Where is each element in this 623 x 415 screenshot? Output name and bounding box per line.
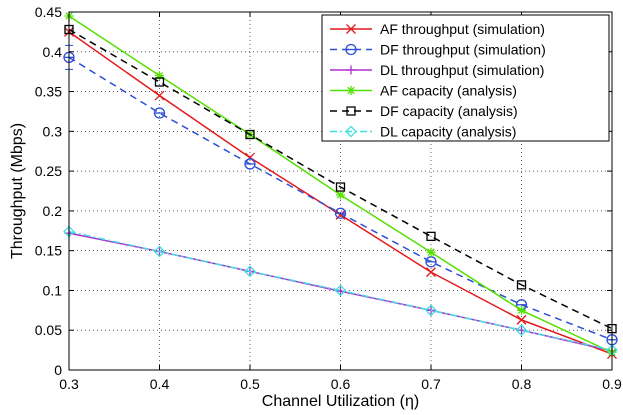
- data-point: [345, 43, 357, 56]
- diamond-marker: [153, 245, 166, 258]
- square-marker: [426, 231, 436, 241]
- y-tick-label: 0.2: [43, 203, 63, 219]
- asterisk-marker: [426, 247, 436, 257]
- square-marker: [335, 182, 346, 192]
- square-marker: [154, 77, 165, 87]
- data-point: [245, 129, 255, 140]
- legend-entry: DF throughput (simulation): [330, 42, 546, 58]
- y-tick-label: 0.45: [35, 4, 62, 20]
- x-marker: [426, 267, 436, 278]
- asterisk-marker: [336, 190, 345, 200]
- data-point: [426, 231, 436, 241]
- legend-entry: DL throughput (simulation): [330, 62, 544, 78]
- data-point: [155, 71, 164, 81]
- y-tick-label: 0.05: [35, 322, 62, 338]
- data-point: [334, 284, 347, 297]
- data-point: [426, 247, 436, 257]
- data-point: [244, 158, 256, 170]
- x-tick-label: 0.6: [331, 376, 351, 392]
- x-tick-label: 0.8: [512, 376, 532, 392]
- y-tick-label: 0.25: [35, 163, 62, 179]
- square-marker: [516, 280, 527, 290]
- legend-entry: AF capacity (analysis): [330, 83, 517, 99]
- x-tick-label: 0.9: [602, 376, 622, 392]
- data-point: [346, 86, 356, 95]
- data-point: [517, 305, 526, 315]
- asterisk-marker: [155, 71, 164, 81]
- x-marker: [154, 90, 165, 101]
- x-marker: [516, 314, 527, 325]
- data-point: [334, 207, 347, 219]
- series-layer: [63, 11, 618, 360]
- axis-ticks: 0 0.05 0.1 0.15 0.2 0.25 0.3 0.35 0.4 0.45 0.3 0.4 0…: [35, 4, 622, 392]
- data-point: [515, 324, 528, 337]
- data-point: [345, 125, 357, 138]
- legend-label: AF throughput (simulation): [380, 21, 545, 37]
- diamond-marker: [334, 284, 347, 297]
- plus-marker: [346, 65, 356, 75]
- data-point: [425, 256, 437, 268]
- square-marker: [346, 106, 356, 116]
- square-marker: [245, 129, 255, 140]
- data-point: [153, 107, 166, 119]
- legend-box: [321, 14, 610, 142]
- y-tick-label: 0.3: [43, 123, 63, 139]
- legend-entry: AF throughput (simulation): [330, 21, 545, 37]
- x-tick-label: 0.7: [421, 376, 441, 392]
- legend-label: DF throughput (simulation): [380, 42, 546, 58]
- data-point: [153, 245, 166, 258]
- data-point: [346, 106, 356, 116]
- y-tick-label: 0: [54, 362, 62, 378]
- data-point: [426, 267, 436, 278]
- legend-label: AF capacity (analysis): [380, 83, 517, 99]
- diamond-marker: [244, 265, 256, 278]
- data-point: [244, 265, 256, 278]
- x-tick-label: 0.5: [240, 376, 260, 392]
- diamond-marker: [425, 304, 437, 317]
- x-tick-label: 0.4: [150, 376, 170, 392]
- legend-label: DL throughput (simulation): [380, 62, 544, 78]
- y-tick-label: 0.15: [35, 243, 62, 259]
- data-point: [346, 65, 356, 75]
- data-point: [425, 304, 437, 317]
- data-point: [335, 182, 346, 192]
- y-tick-label: 0.1: [43, 282, 63, 298]
- legend-label: DF capacity (analysis): [380, 103, 518, 119]
- x-tick-label: 0.3: [59, 376, 79, 392]
- y-tick-label: 0.35: [35, 84, 62, 100]
- data-point: [336, 190, 345, 200]
- data-point: [516, 314, 527, 325]
- y-axis-label: Throughput (Mbps): [9, 123, 26, 259]
- data-point: [346, 24, 356, 34]
- data-point: [154, 90, 165, 101]
- legend-label: DL capacity (analysis): [380, 124, 516, 140]
- x-axis-label: Channel Utilization (η): [262, 393, 419, 410]
- asterisk-marker: [346, 86, 356, 95]
- series-1: [63, 51, 618, 346]
- series-line: [68, 230, 613, 351]
- y-tick-label: 0.4: [43, 44, 63, 60]
- diamond-marker: [345, 125, 357, 138]
- data-point: [516, 280, 527, 290]
- asterisk-marker: [517, 305, 526, 315]
- diamond-marker: [515, 324, 528, 337]
- series-line: [68, 28, 613, 330]
- legend: AF throughput (simulation) DF throughput …: [321, 14, 610, 142]
- legend-entry: DL capacity (analysis): [330, 124, 516, 140]
- legend-entry: DF capacity (analysis): [330, 103, 518, 119]
- x-marker: [346, 24, 356, 34]
- data-point: [154, 77, 165, 87]
